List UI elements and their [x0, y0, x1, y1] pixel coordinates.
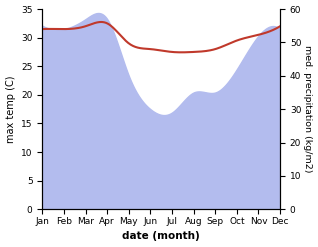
- X-axis label: date (month): date (month): [122, 231, 200, 242]
- Y-axis label: med. precipitation (kg/m2): med. precipitation (kg/m2): [303, 45, 313, 173]
- Y-axis label: max temp (C): max temp (C): [5, 75, 16, 143]
